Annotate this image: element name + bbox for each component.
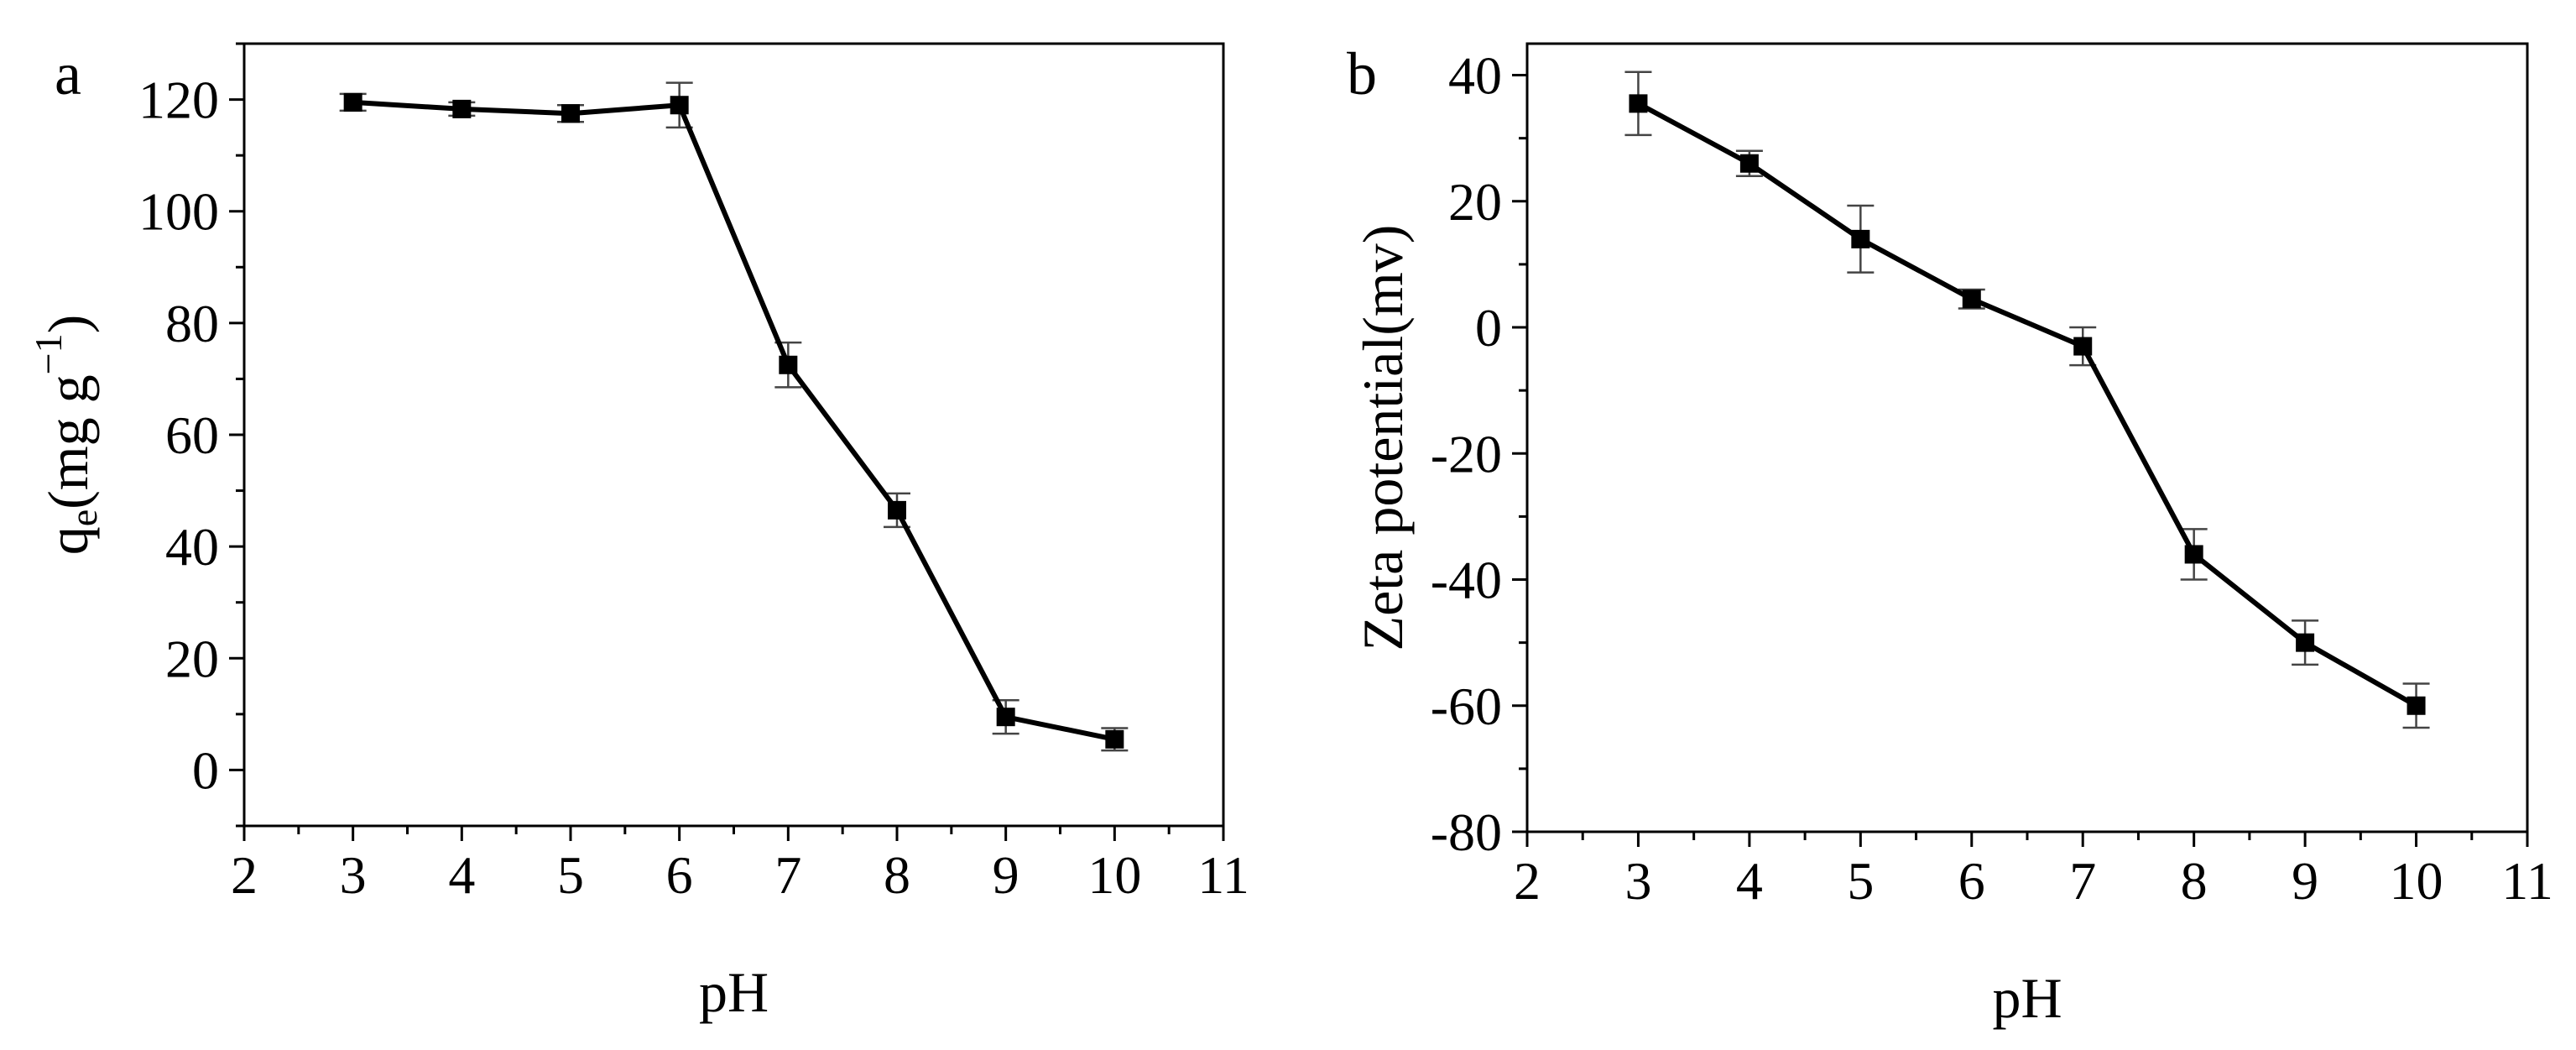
x-tick-label: 4 [448, 845, 475, 905]
series-line [1637, 101, 2418, 708]
x-tick-label: 2 [1514, 851, 1541, 911]
series-line [352, 99, 1115, 742]
x-tick-label: 11 [1197, 845, 1249, 905]
x-tick-label: 4 [1736, 851, 1763, 911]
panel-letter: a [55, 40, 81, 107]
y-tick-label: -60 [1431, 676, 1502, 736]
y-tick-label: 80 [165, 294, 219, 353]
y-tick-label: -40 [1431, 551, 1502, 610]
y-tick-label: 40 [165, 517, 219, 577]
data-point [2296, 633, 2315, 652]
y-tick-label: 0 [192, 740, 219, 800]
data-point [1739, 154, 1759, 173]
data-point [1629, 94, 1648, 113]
data-point [2073, 337, 2093, 356]
data-point [888, 500, 906, 520]
x-tick-label: 6 [1958, 851, 1985, 911]
x-tick-label: 3 [340, 845, 367, 905]
data-point [2184, 545, 2203, 564]
data-point [2407, 696, 2426, 715]
y-tick-label: 20 [1448, 172, 1502, 232]
data-point [779, 355, 798, 374]
x-tick-label: 5 [557, 845, 584, 905]
x-tick-label: 9 [2292, 851, 2318, 911]
data-point [561, 104, 580, 123]
y-tick-label: 100 [138, 182, 219, 242]
y-tick-label: 0 [1475, 298, 1502, 358]
x-tick-label: 8 [2181, 851, 2208, 911]
plot-frame [1525, 42, 2529, 833]
data-point [670, 96, 689, 115]
x-tick-label: 11 [2501, 851, 2553, 911]
x-tick-label: 6 [666, 845, 693, 905]
y-tick-label: 40 [1448, 46, 1502, 106]
data-point [996, 708, 1015, 727]
y-tick-label: -80 [1431, 802, 1502, 862]
plot-frame [242, 42, 1225, 828]
x-tick-label: 10 [1087, 845, 1141, 905]
data-point [1962, 290, 1981, 309]
y-tick-label: 20 [165, 629, 219, 688]
data-point [1851, 229, 1870, 248]
x-tick-label: 10 [2390, 851, 2443, 911]
x-tick-label: 7 [2069, 851, 2096, 911]
x-tick-label: 9 [993, 845, 1019, 905]
data-point [1105, 729, 1124, 749]
panel-a: 2 3 4 5 6 7 8 9 10 11 0 20 40 60 80 100 120 a pH qe(mg g−1) [27, 40, 1249, 1024]
y-tick-label: -20 [1431, 424, 1502, 483]
y-tick-label: 60 [165, 405, 219, 465]
y-axis-label: qe(mg g−1) [27, 315, 105, 556]
x-tick-label: 5 [1847, 851, 1874, 911]
x-tick-label: 2 [231, 845, 258, 905]
x-axis-label: pH [699, 960, 769, 1024]
x-axis-label: pH [1992, 966, 2062, 1030]
data-point [452, 99, 472, 118]
panel-letter: b [1347, 40, 1377, 107]
panel-b: 2 3 4 5 6 7 8 9 10 11 -80 -60 -40 -20 0 20 40 b pH Zeta pot… [1347, 40, 2553, 1030]
y-tick-label: 120 [138, 71, 219, 130]
data-point [343, 92, 362, 112]
x-tick-label: 7 [774, 845, 801, 905]
x-tick-label: 3 [1624, 851, 1651, 911]
y-axis-label: Zeta potential(mv) [1351, 225, 1415, 651]
x-tick-label: 8 [884, 845, 910, 905]
